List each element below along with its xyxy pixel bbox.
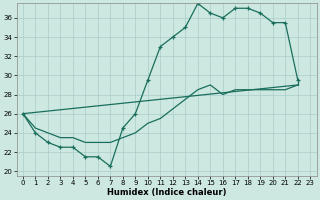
X-axis label: Humidex (Indice chaleur): Humidex (Indice chaleur) <box>107 188 226 197</box>
